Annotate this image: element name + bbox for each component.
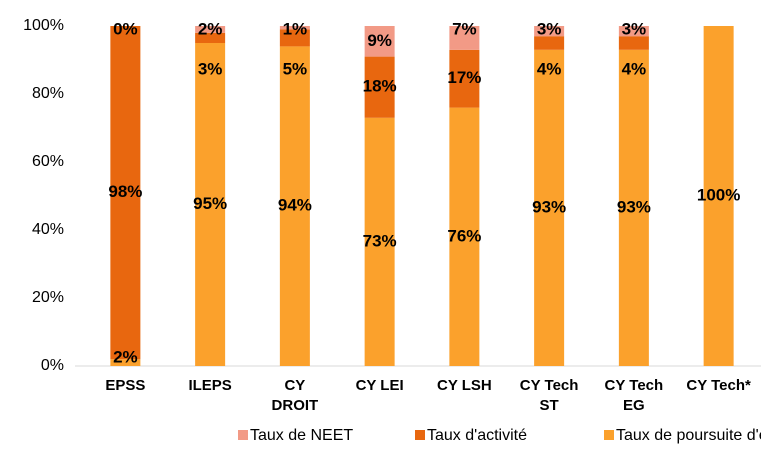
legend-label: Taux d'activité <box>427 427 527 444</box>
y-tick-label: 0% <box>41 357 64 374</box>
data-label: 76% <box>447 226 481 245</box>
data-label: 93% <box>617 197 651 216</box>
y-tick-label: 100% <box>23 17 64 34</box>
data-label: 73% <box>363 231 397 250</box>
y-tick-label: 80% <box>32 85 64 102</box>
legend-swatch <box>415 430 425 440</box>
data-label: 3% <box>198 59 223 78</box>
x-tick-label: ILEPS <box>188 377 231 394</box>
bar-segment <box>364 56 395 118</box>
data-label: 3% <box>622 19 647 38</box>
data-label: 4% <box>622 59 647 78</box>
legend-swatch <box>238 430 248 440</box>
data-label: 17% <box>447 68 481 87</box>
bar-segment <box>534 49 565 367</box>
data-label: 0% <box>113 19 138 38</box>
bar-segment <box>195 32 226 43</box>
legend-swatch <box>604 430 614 440</box>
bar-segment <box>449 49 480 108</box>
legend-label: Taux de poursuite d'études <box>616 427 761 444</box>
bar-segment <box>364 117 395 366</box>
data-label: 98% <box>108 182 142 201</box>
y-tick-label: 20% <box>32 289 64 306</box>
x-tick-label: CY Tech* <box>686 377 751 394</box>
data-label: 95% <box>193 194 227 213</box>
bar-segment <box>279 29 310 47</box>
bar-segment <box>195 26 226 33</box>
data-label: 3% <box>537 19 562 38</box>
x-tick-label: CY DROIT <box>272 377 319 414</box>
bar-segment <box>110 359 141 366</box>
data-label: 94% <box>278 196 312 215</box>
data-label: 18% <box>363 77 397 96</box>
data-label: 9% <box>367 31 392 50</box>
x-tick-label: CY Tech EG <box>605 377 664 414</box>
bar-segment <box>534 26 565 37</box>
bar-segment <box>449 107 480 366</box>
bar-segment <box>703 26 734 366</box>
data-label: 2% <box>198 19 223 38</box>
x-tick-label: CY Tech ST <box>520 377 579 414</box>
data-label: 93% <box>532 197 566 216</box>
data-label: 1% <box>283 19 308 38</box>
data-label: 7% <box>452 19 477 38</box>
bar-segment <box>618 49 649 367</box>
bar-segment <box>364 26 395 57</box>
data-label: 4% <box>537 59 562 78</box>
bar-segment <box>534 36 565 50</box>
data-label: 2% <box>113 347 138 366</box>
data-label: 100% <box>697 185 740 204</box>
bar-segment <box>195 43 226 366</box>
bar-segment <box>279 26 310 30</box>
legend-label: Taux de NEET <box>250 427 353 444</box>
bar-segment <box>279 46 310 367</box>
bar-segment <box>618 26 649 37</box>
bar-segment <box>110 26 141 360</box>
bar-segment <box>449 26 480 50</box>
bar-segment <box>618 36 649 50</box>
x-tick-label: CY LEI <box>356 377 404 394</box>
y-tick-label: 60% <box>32 153 64 170</box>
x-tick-label: EPSS <box>105 377 145 394</box>
y-tick-label: 40% <box>32 221 64 238</box>
data-label: 5% <box>283 59 308 78</box>
x-tick-label: CY LSH <box>437 377 492 394</box>
